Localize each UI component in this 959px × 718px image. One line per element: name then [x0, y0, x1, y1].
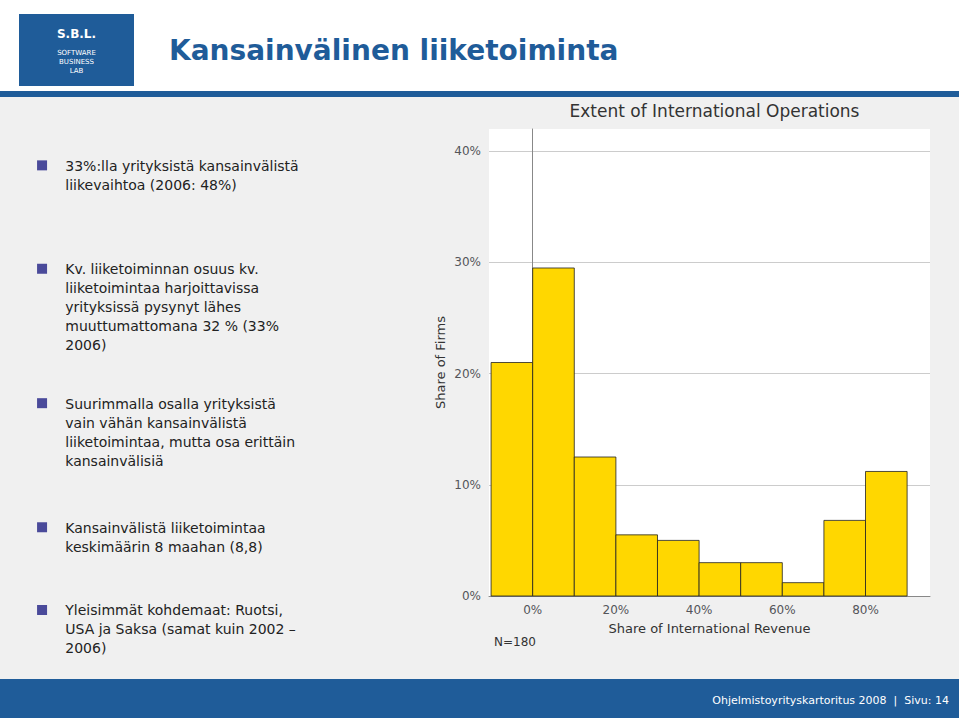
svg-text:2006): 2006): [65, 640, 106, 656]
svg-text:SOFTWARE: SOFTWARE: [57, 49, 96, 57]
svg-text:yrityksissä pysynyt lähes: yrityksissä pysynyt lähes: [65, 299, 241, 315]
svg-text:N=180: N=180: [494, 635, 536, 649]
svg-text:Kansainvälinen liiketoiminta: Kansainvälinen liiketoiminta: [169, 34, 618, 67]
svg-text:40%: 40%: [454, 144, 481, 158]
svg-text:Yleisimmät kohdemaat: Ruotsi,: Yleisimmät kohdemaat: Ruotsi,: [64, 602, 283, 618]
svg-text:vain vähän kansainvälistä: vain vähän kansainvälistä: [65, 415, 247, 431]
svg-text:Extent of International Operat: Extent of International Operations: [570, 101, 860, 121]
svg-text:kansainvälisiä: kansainvälisiä: [65, 453, 163, 469]
svg-text:Share of International Revenue: Share of International Revenue: [608, 621, 810, 636]
svg-text:80%: 80%: [852, 603, 879, 617]
svg-text:33%:lla yrityksistä kansainväl: 33%:lla yrityksistä kansainvälistä: [65, 158, 298, 174]
svg-text:0%: 0%: [523, 603, 542, 617]
svg-text:USA ja Saksa (samat kuin 2002: USA ja Saksa (samat kuin 2002 –: [65, 621, 296, 637]
svg-text:muuttumattomana 32 % (33%: muuttumattomana 32 % (33%: [65, 318, 279, 334]
svg-text:40%: 40%: [686, 603, 713, 617]
svg-text:60%: 60%: [769, 603, 796, 617]
svg-text:BUSINESS: BUSINESS: [59, 58, 95, 66]
svg-text:liiketoimintaa, mutta osa erit: liiketoimintaa, mutta osa erittäin: [65, 434, 295, 450]
svg-text:LAB: LAB: [70, 67, 84, 75]
svg-text:keskimäärin 8 maahan (8,8): keskimäärin 8 maahan (8,8): [65, 539, 262, 555]
svg-text:30%: 30%: [454, 255, 481, 269]
svg-text:0%: 0%: [462, 589, 481, 603]
svg-text:S.B.L.: S.B.L.: [57, 27, 96, 41]
svg-text:2006): 2006): [65, 337, 106, 353]
svg-text:Kansainvälistä liiketoimintaa: Kansainvälistä liiketoimintaa: [65, 520, 265, 536]
svg-text:20%: 20%: [603, 603, 630, 617]
svg-text:Suurimmalla osalla yrityksistä: Suurimmalla osalla yrityksistä: [65, 396, 276, 412]
svg-text:20%: 20%: [454, 367, 481, 381]
svg-text:10%: 10%: [454, 478, 481, 492]
svg-text:Ohjelmistoyrityskartoritus 200: Ohjelmistoyrityskartoritus 2008 | Sivu: …: [712, 694, 949, 707]
svg-text:Kv. liiketoiminnan osuus kv.: Kv. liiketoiminnan osuus kv.: [65, 261, 258, 277]
svg-text:Share of Firms: Share of Firms: [433, 316, 448, 409]
svg-text:liiketoimintaa harjoittavissa: liiketoimintaa harjoittavissa: [65, 280, 259, 296]
svg-text:liikevaihtoa (2006: 48%): liikevaihtoa (2006: 48%): [65, 177, 236, 193]
